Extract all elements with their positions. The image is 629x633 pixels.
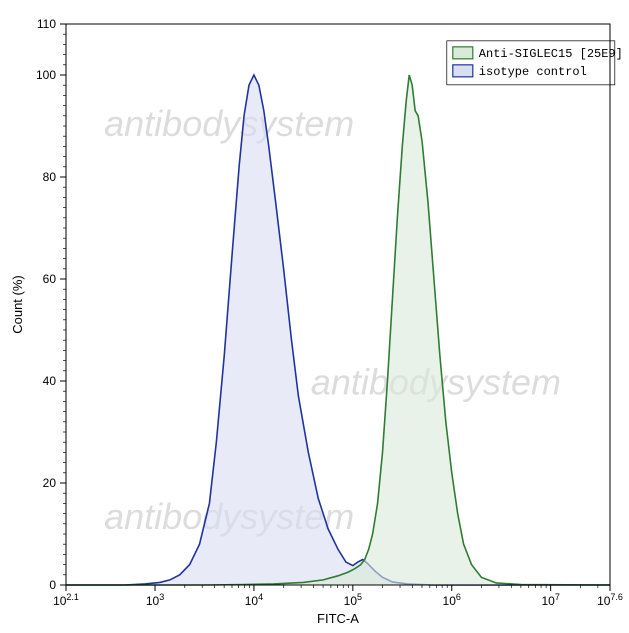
legend-swatch (453, 65, 473, 77)
flow-cytometry-chart: antibodysystemantibodysystemantibodysyst… (0, 0, 629, 633)
y-axis-label: Count (%) (10, 275, 25, 334)
x-tick-label: 103 (146, 592, 164, 608)
watermark: antibodysystem (104, 103, 354, 144)
y-tick-label: 40 (43, 374, 57, 388)
legend-label: isotype control (479, 65, 587, 79)
x-tick-label: 107.6 (597, 592, 623, 608)
x-tick-label: 104 (245, 592, 263, 608)
y-tick-label: 110 (37, 17, 56, 31)
y-tick-label: 80 (43, 170, 57, 184)
y-tick-label: 60 (43, 272, 57, 286)
x-tick-label: 105 (344, 592, 362, 608)
legend-swatch (453, 47, 473, 59)
y-tick-label: 0 (49, 578, 56, 592)
x-tick-label: 106 (443, 592, 461, 608)
x-tick-label: 107 (541, 592, 559, 608)
legend-label: Anti-SIGLEC15 [25E9] (479, 47, 623, 61)
x-tick-label: 102.1 (53, 592, 79, 608)
y-tick-label: 20 (43, 476, 57, 490)
y-tick-label: 100 (36, 68, 56, 82)
x-axis-label: FITC-A (317, 611, 359, 626)
